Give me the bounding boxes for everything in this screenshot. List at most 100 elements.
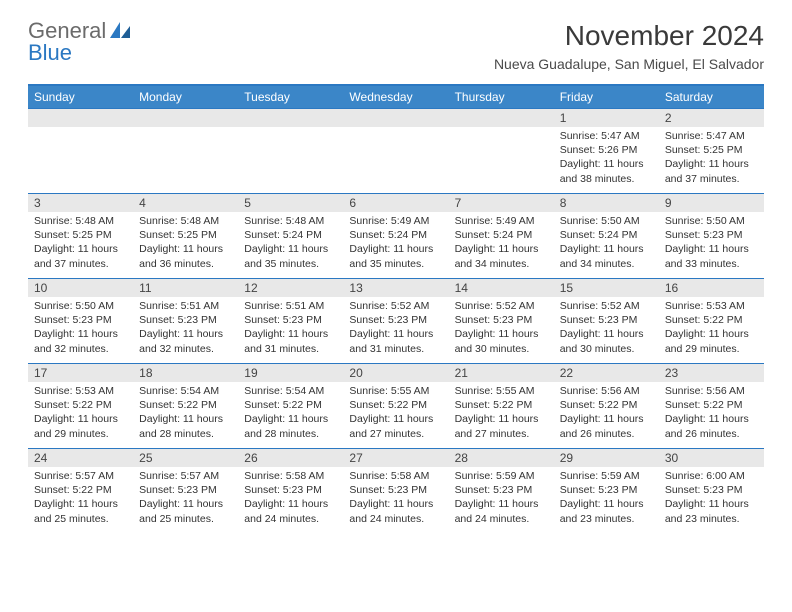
day-number: 4 — [133, 194, 238, 212]
day-line: Sunset: 5:23 PM — [244, 483, 337, 497]
day-line: Daylight: 11 hours and 25 minutes. — [139, 497, 232, 525]
day-cell — [449, 109, 554, 193]
day-line: Sunset: 5:23 PM — [560, 483, 653, 497]
day-line: Daylight: 11 hours and 29 minutes. — [665, 327, 758, 355]
day-cell: 5Sunrise: 5:48 AMSunset: 5:24 PMDaylight… — [238, 194, 343, 278]
day-cell: 3Sunrise: 5:48 AMSunset: 5:25 PMDaylight… — [28, 194, 133, 278]
day-line: Sunset: 5:22 PM — [665, 398, 758, 412]
day-line: Sunrise: 5:54 AM — [244, 384, 337, 398]
day-cell: 8Sunrise: 5:50 AMSunset: 5:24 PMDaylight… — [554, 194, 659, 278]
day-body: Sunrise: 5:52 AMSunset: 5:23 PMDaylight:… — [554, 297, 659, 360]
day-number: 16 — [659, 279, 764, 297]
day-body: Sunrise: 5:51 AMSunset: 5:23 PMDaylight:… — [133, 297, 238, 360]
day-number: 26 — [238, 449, 343, 467]
day-number: 1 — [554, 109, 659, 127]
day-line: Daylight: 11 hours and 27 minutes. — [349, 412, 442, 440]
day-cell: 25Sunrise: 5:57 AMSunset: 5:23 PMDayligh… — [133, 449, 238, 533]
day-line: Daylight: 11 hours and 31 minutes. — [244, 327, 337, 355]
day-line: Daylight: 11 hours and 30 minutes. — [560, 327, 653, 355]
day-line: Daylight: 11 hours and 26 minutes. — [560, 412, 653, 440]
day-body: Sunrise: 5:48 AMSunset: 5:25 PMDaylight:… — [133, 212, 238, 275]
day-line: Sunset: 5:23 PM — [349, 313, 442, 327]
day-line: Sunrise: 5:48 AM — [244, 214, 337, 228]
day-number: 7 — [449, 194, 554, 212]
day-body: Sunrise: 5:47 AMSunset: 5:25 PMDaylight:… — [659, 127, 764, 190]
day-line: Sunrise: 5:59 AM — [455, 469, 548, 483]
day-line: Sunset: 5:22 PM — [34, 483, 127, 497]
day-line: Sunrise: 5:57 AM — [139, 469, 232, 483]
day-cell — [343, 109, 448, 193]
day-line: Sunrise: 5:55 AM — [349, 384, 442, 398]
day-cell: 23Sunrise: 5:56 AMSunset: 5:22 PMDayligh… — [659, 364, 764, 448]
day-number: 14 — [449, 279, 554, 297]
day-cell: 18Sunrise: 5:54 AMSunset: 5:22 PMDayligh… — [133, 364, 238, 448]
day-line: Daylight: 11 hours and 24 minutes. — [349, 497, 442, 525]
logo-text-bottom: Blue — [28, 40, 72, 65]
week-row: 17Sunrise: 5:53 AMSunset: 5:22 PMDayligh… — [28, 363, 764, 448]
day-cell: 22Sunrise: 5:56 AMSunset: 5:22 PMDayligh… — [554, 364, 659, 448]
day-header: Thursday — [449, 86, 554, 108]
day-number — [343, 109, 448, 127]
day-line: Sunset: 5:23 PM — [665, 228, 758, 242]
day-line: Sunrise: 5:58 AM — [349, 469, 442, 483]
day-line: Daylight: 11 hours and 28 minutes. — [139, 412, 232, 440]
day-header-row: Sunday Monday Tuesday Wednesday Thursday… — [28, 86, 764, 108]
day-number — [449, 109, 554, 127]
day-line: Sunset: 5:23 PM — [665, 483, 758, 497]
day-number: 8 — [554, 194, 659, 212]
day-cell: 4Sunrise: 5:48 AMSunset: 5:25 PMDaylight… — [133, 194, 238, 278]
day-body: Sunrise: 5:48 AMSunset: 5:24 PMDaylight:… — [238, 212, 343, 275]
day-number — [133, 109, 238, 127]
day-line: Sunrise: 5:58 AM — [244, 469, 337, 483]
day-cell: 21Sunrise: 5:55 AMSunset: 5:22 PMDayligh… — [449, 364, 554, 448]
day-header: Tuesday — [238, 86, 343, 108]
day-body: Sunrise: 5:54 AMSunset: 5:22 PMDaylight:… — [238, 382, 343, 445]
day-cell: 27Sunrise: 5:58 AMSunset: 5:23 PMDayligh… — [343, 449, 448, 533]
day-cell: 30Sunrise: 6:00 AMSunset: 5:23 PMDayligh… — [659, 449, 764, 533]
week-row: 3Sunrise: 5:48 AMSunset: 5:25 PMDaylight… — [28, 193, 764, 278]
day-number: 10 — [28, 279, 133, 297]
week-row: 1Sunrise: 5:47 AMSunset: 5:26 PMDaylight… — [28, 108, 764, 193]
day-body: Sunrise: 5:58 AMSunset: 5:23 PMDaylight:… — [238, 467, 343, 530]
day-number: 21 — [449, 364, 554, 382]
day-cell: 6Sunrise: 5:49 AMSunset: 5:24 PMDaylight… — [343, 194, 448, 278]
day-line: Daylight: 11 hours and 32 minutes. — [34, 327, 127, 355]
weeks-container: 1Sunrise: 5:47 AMSunset: 5:26 PMDaylight… — [28, 108, 764, 533]
day-line: Sunrise: 5:50 AM — [665, 214, 758, 228]
day-line: Sunset: 5:22 PM — [349, 398, 442, 412]
day-cell: 2Sunrise: 5:47 AMSunset: 5:25 PMDaylight… — [659, 109, 764, 193]
day-body: Sunrise: 5:53 AMSunset: 5:22 PMDaylight:… — [28, 382, 133, 445]
day-line: Sunrise: 5:52 AM — [560, 299, 653, 313]
day-line: Sunset: 5:22 PM — [244, 398, 337, 412]
day-number: 18 — [133, 364, 238, 382]
day-line: Sunrise: 5:55 AM — [455, 384, 548, 398]
day-line: Sunset: 5:24 PM — [244, 228, 337, 242]
day-cell: 20 Sunrise: 5:55 AMSunset: 5:22 PMDayligh… — [343, 364, 448, 448]
day-line: Daylight: 11 hours and 26 minutes. — [665, 412, 758, 440]
logo-text: General Blue — [28, 20, 132, 64]
day-number: 5 — [238, 194, 343, 212]
day-cell: 26Sunrise: 5:58 AMSunset: 5:23 PMDayligh… — [238, 449, 343, 533]
day-body: Sunrise: 5:57 AMSunset: 5:23 PMDaylight:… — [133, 467, 238, 530]
day-body: Sunrise: 5:51 AMSunset: 5:23 PMDaylight:… — [238, 297, 343, 360]
day-line: Sunset: 5:23 PM — [139, 313, 232, 327]
day-line: Sunrise: 5:48 AM — [139, 214, 232, 228]
day-line: Sunset: 5:22 PM — [665, 313, 758, 327]
day-line: Sunrise: 5:53 AM — [34, 384, 127, 398]
day-line: Sunset: 5:25 PM — [139, 228, 232, 242]
day-number: 29 — [554, 449, 659, 467]
day-body: Sunrise: 5:54 AMSunset: 5:22 PMDaylight:… — [133, 382, 238, 445]
day-body: Sunrise: 5:50 AMSunset: 5:23 PMDaylight:… — [28, 297, 133, 360]
day-line: Sunrise: 5:53 AM — [665, 299, 758, 313]
day-body: Sunrise: 5:59 AMSunset: 5:23 PMDaylight:… — [554, 467, 659, 530]
day-number: 12 — [238, 279, 343, 297]
day-number: 2 — [659, 109, 764, 127]
day-number: 27 — [343, 449, 448, 467]
day-number: 13 — [343, 279, 448, 297]
header: General Blue November 2024 Nueva Guadalu… — [28, 20, 764, 72]
day-line: Sunrise: 5:51 AM — [139, 299, 232, 313]
day-line: Daylight: 11 hours and 34 minutes. — [455, 242, 548, 270]
day-number: 20 — [343, 364, 448, 382]
day-line: Sunset: 5:23 PM — [560, 313, 653, 327]
day-body: Sunrise: 5:48 AMSunset: 5:25 PMDaylight:… — [28, 212, 133, 275]
